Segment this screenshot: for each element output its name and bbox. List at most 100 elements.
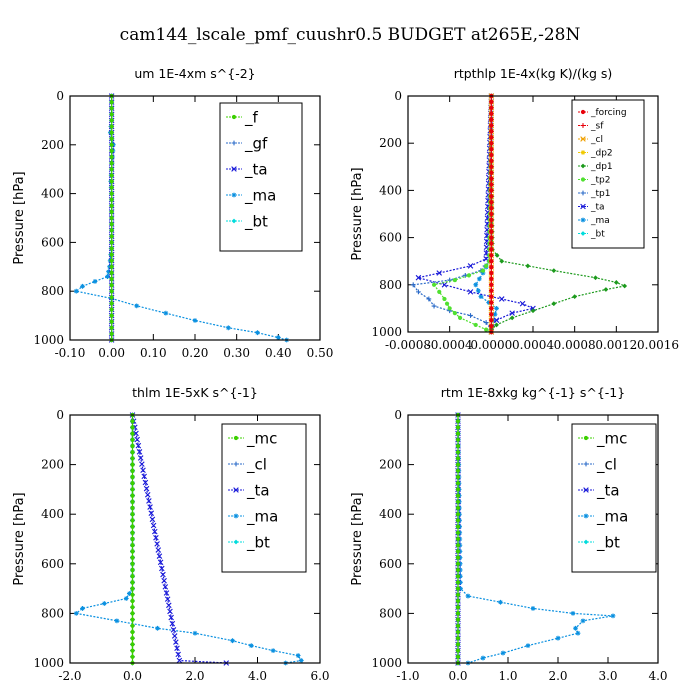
data-point xyxy=(455,481,461,486)
series-line xyxy=(418,95,535,332)
y-tick-label: 600 xyxy=(379,557,402,571)
data-point xyxy=(109,124,114,129)
data-point xyxy=(555,635,561,641)
data-point xyxy=(109,246,114,251)
legend-label: _mc xyxy=(246,429,277,448)
data-point xyxy=(500,650,506,656)
data-point xyxy=(175,651,181,658)
data-point xyxy=(455,549,461,554)
x-tick-label: 0.0016 xyxy=(637,338,679,352)
data-point xyxy=(489,217,494,222)
data-point xyxy=(458,580,463,585)
data-point xyxy=(130,431,135,436)
legend-swatch-marker xyxy=(580,136,586,142)
data-point xyxy=(163,310,169,316)
data-point xyxy=(455,567,461,573)
data-point xyxy=(455,530,461,535)
data-point xyxy=(455,431,461,436)
data-point xyxy=(480,268,486,273)
data-point xyxy=(123,596,129,601)
data-point xyxy=(106,269,111,275)
data-point xyxy=(130,474,135,480)
data-point xyxy=(109,215,114,221)
data-point xyxy=(455,536,461,542)
data-point xyxy=(489,170,494,175)
legend-swatch-marker xyxy=(580,231,586,236)
legend-label: _ta xyxy=(590,203,605,213)
data-point xyxy=(130,499,135,504)
legend-entry: _ta xyxy=(226,160,268,179)
data-point xyxy=(455,654,461,659)
data-point xyxy=(154,541,160,547)
y-tick-label: 800 xyxy=(41,606,64,620)
y-tick-label: 0 xyxy=(56,408,64,422)
data-point xyxy=(489,176,494,181)
legend-label: _f xyxy=(244,108,259,127)
data-point xyxy=(484,327,489,332)
panel-title: rtpthlp 1E-4x(kg K)/(kg s) xyxy=(454,66,613,81)
data-point xyxy=(489,141,494,146)
data-point xyxy=(133,430,139,437)
data-point xyxy=(452,277,457,283)
legend-entry: _mc xyxy=(578,429,627,448)
data-point xyxy=(489,117,494,122)
x-tick-label: 0.0012 xyxy=(595,338,637,352)
legend-swatch-marker xyxy=(580,150,586,155)
legend-swatch-marker xyxy=(231,166,237,172)
data-point xyxy=(171,633,178,639)
data-point xyxy=(426,296,432,302)
data-point xyxy=(130,543,135,548)
x-tick-label: -1.0 xyxy=(396,669,419,683)
data-point xyxy=(593,275,598,281)
data-point xyxy=(509,315,515,321)
data-point xyxy=(489,253,494,258)
data-point xyxy=(73,288,79,294)
data-point xyxy=(134,303,140,309)
data-point xyxy=(130,549,135,554)
data-point xyxy=(139,461,145,467)
legend-label: _cl xyxy=(246,455,267,474)
data-point xyxy=(148,510,155,516)
data-point xyxy=(109,228,114,233)
data-point xyxy=(147,504,153,510)
data-point xyxy=(489,259,494,264)
data-point xyxy=(109,185,114,190)
data-point xyxy=(141,473,148,480)
data-point xyxy=(455,586,461,591)
legend-swatch-marker xyxy=(583,539,589,545)
legend-swatch-marker xyxy=(231,140,237,146)
data-point xyxy=(109,289,114,294)
data-point xyxy=(573,625,578,631)
data-point xyxy=(489,135,494,140)
y-axis-label: Pressure [hPa] xyxy=(12,492,27,585)
data-point xyxy=(109,148,114,153)
data-point xyxy=(436,270,443,276)
data-point xyxy=(150,522,157,529)
y-tick-label: 1000 xyxy=(371,325,402,339)
data-point xyxy=(156,553,163,559)
y-tick-label: 0 xyxy=(394,408,402,422)
data-point xyxy=(130,530,135,535)
panel-title: thlm 1E-5xK s^{-1} xyxy=(132,385,258,400)
series-mc xyxy=(455,412,461,666)
data-point xyxy=(431,282,437,287)
data-point xyxy=(467,263,474,269)
series-forcing xyxy=(489,93,494,335)
legend-label: _mc xyxy=(596,429,627,448)
legend-entry: _ma xyxy=(226,186,276,205)
data-point xyxy=(467,289,474,295)
legend-swatch-marker xyxy=(233,435,239,441)
data-point xyxy=(248,643,254,649)
data-point xyxy=(489,223,494,228)
data-point xyxy=(437,289,442,294)
y-tick-label: 1000 xyxy=(371,656,402,670)
data-point xyxy=(489,282,494,287)
legend-swatch-marker xyxy=(233,513,239,519)
data-point xyxy=(140,467,146,474)
legend-label: _bt xyxy=(596,533,620,552)
x-tick-label: 0.50 xyxy=(307,346,334,360)
data-point xyxy=(162,584,169,590)
legend-box xyxy=(571,99,645,249)
data-point xyxy=(109,167,114,172)
